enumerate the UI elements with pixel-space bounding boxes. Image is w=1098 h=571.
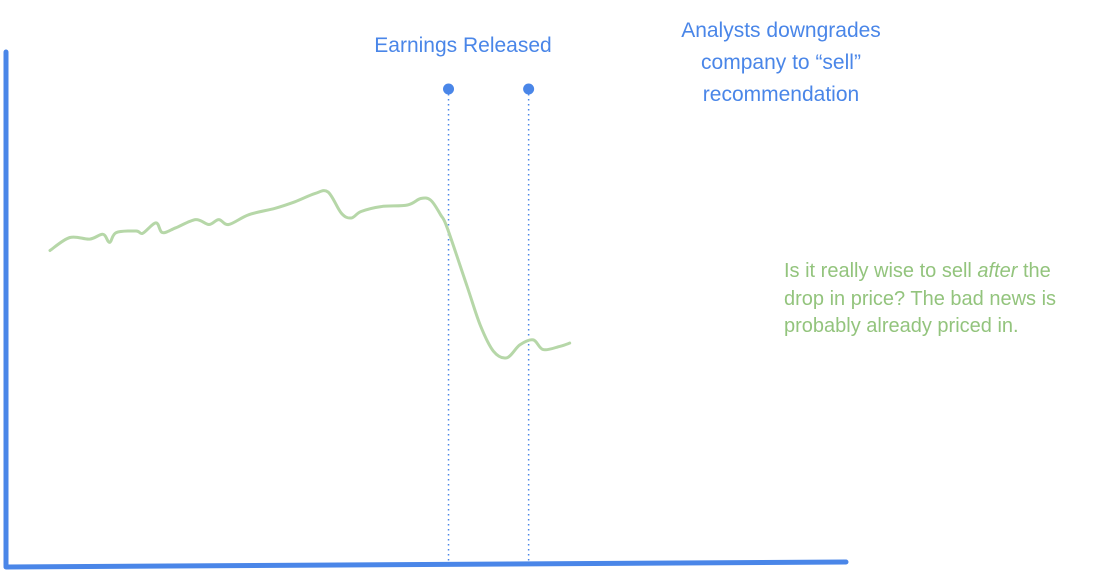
analyst-downgrade-line-1: Analysts downgrades: [681, 19, 881, 42]
commentary-note: Is it really wise to sell after the drop…: [784, 258, 1084, 341]
commentary-text-start: Is it really wise to sell: [784, 260, 978, 282]
commentary-emphasis: after: [977, 260, 1018, 282]
analyst-downgrade-label: Analysts downgrades company to “sell” re…: [646, 15, 916, 111]
commentary-text-end: the drop in price? The bad news is proba…: [784, 260, 1057, 337]
analyst-downgrade-line-2: company to “sell”: [701, 51, 861, 74]
event-markers: [443, 83, 535, 563]
price-series-line: [48, 189, 572, 360]
x-axis: [3, 559, 849, 570]
analyst-downgrade-line-3: recommendation: [702, 83, 860, 106]
event-dot-1: [443, 83, 455, 95]
event-dot-2: [523, 83, 535, 95]
earnings-released-label: Earnings Released: [374, 34, 552, 57]
